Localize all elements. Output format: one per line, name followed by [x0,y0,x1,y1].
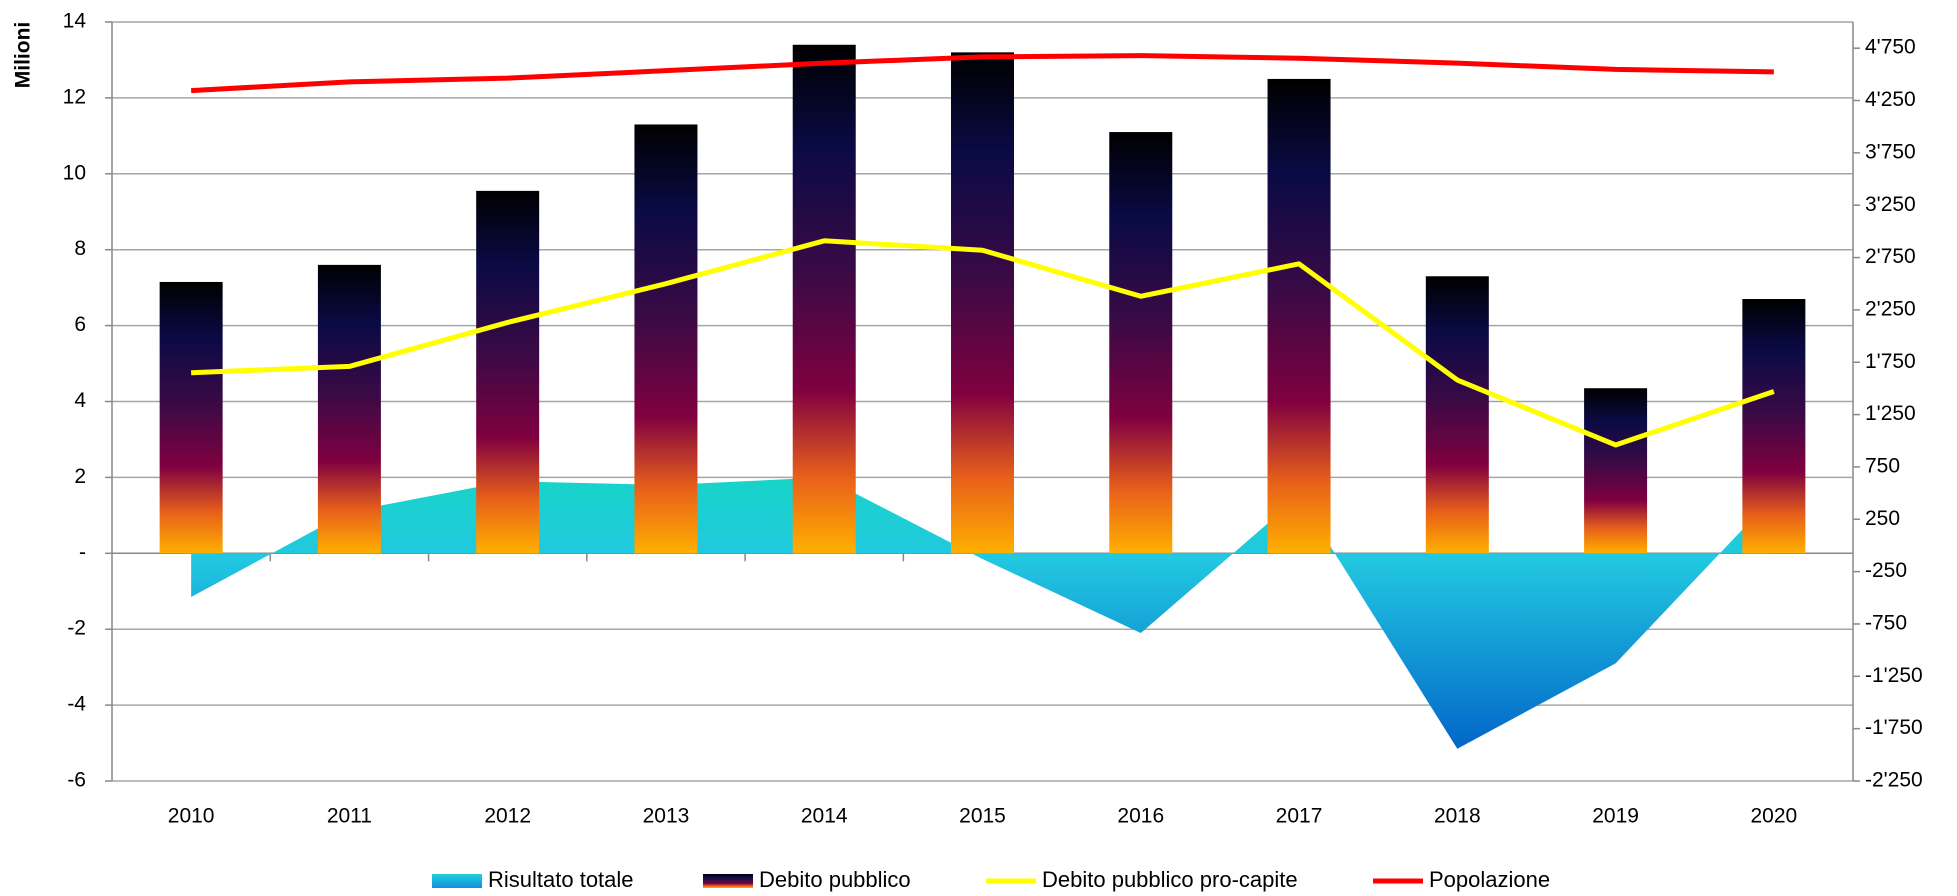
x-tick-label: 2020 [1751,805,1798,828]
bar [1267,78,1331,554]
y-tick-label: 2 [74,465,86,488]
y-tick-label: 10 [63,161,86,184]
bar [1742,299,1806,554]
bar [317,264,381,554]
bar [951,52,1014,554]
y2-tick-label: -2'250 [1865,769,1923,792]
y2-tick-label: 4'750 [1865,36,1916,59]
bar [634,124,698,554]
line [191,238,1775,448]
y-tick-label: 6 [74,313,86,336]
y-tick-label: -4 [67,693,86,716]
x-tick-label: 2016 [1117,805,1164,828]
legend-label: Risultato totale [488,867,634,892]
y2-tick-label: 1'750 [1865,350,1916,373]
y-tick-label: - [79,541,86,564]
y-tick-label: -6 [67,769,86,792]
y2-tick-label: -250 [1865,559,1907,582]
x-tick-label: 2015 [959,805,1006,828]
x-tick-label: 2014 [801,805,848,828]
bar [1425,276,1489,554]
bar [1109,132,1173,554]
y2-tick-label: 2'250 [1865,297,1916,320]
x-tick-label: 2017 [1276,805,1323,828]
x-tick-label: 2012 [484,805,531,828]
area [191,477,1774,749]
y2-tick-label: -750 [1865,612,1907,635]
x-tick-label: 2013 [643,805,690,828]
legend-label: Debito pubblico pro-capite [1042,867,1298,892]
y2-tick-label: 3'250 [1865,193,1916,216]
legend-swatch [432,874,482,888]
legend-label: Debito pubblico [759,867,911,892]
x-tick-label: 2010 [168,805,215,828]
x-tick-label: 2011 [327,805,372,828]
y2-tick-label: 4'250 [1865,88,1916,111]
bar [159,281,223,554]
y-tick-label: 12 [63,85,86,108]
bar [792,44,856,554]
x-tick-label: 2018 [1434,805,1481,828]
y-axis-title: Milioni [12,22,35,89]
bar [476,190,540,554]
bar [1584,388,1648,554]
y2-tick-label: 750 [1865,454,1900,477]
y2-tick-label: 3'750 [1865,140,1916,163]
legend-swatch [703,874,753,888]
legend-label: Popolazione [1429,867,1550,892]
x-tick-label: 2019 [1592,805,1639,828]
y-tick-label: 4 [74,389,86,412]
y2-tick-label: 1'250 [1865,402,1916,425]
line [190,53,1774,94]
y2-tick-label: -1'750 [1865,716,1923,739]
y2-tick-label: -1'250 [1865,664,1923,687]
y-tick-label: -2 [67,617,86,640]
y2-tick-label: 250 [1865,507,1900,530]
y-tick-label: 8 [74,237,86,260]
y-tick-label: 14 [63,10,87,33]
y2-tick-label: 2'750 [1865,245,1916,268]
